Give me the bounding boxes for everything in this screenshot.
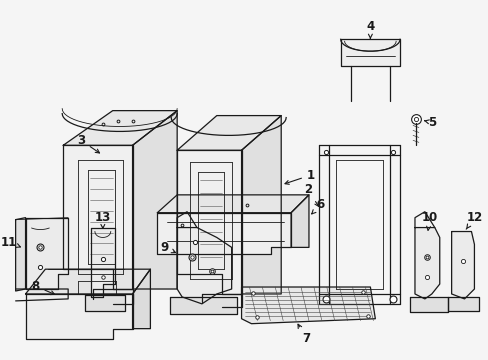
Text: 3: 3 [77, 134, 100, 153]
Text: 12: 12 [465, 211, 482, 229]
Polygon shape [63, 111, 177, 145]
Polygon shape [85, 295, 124, 311]
Polygon shape [170, 297, 236, 314]
Text: 10: 10 [421, 211, 437, 230]
Text: 8: 8 [31, 279, 55, 294]
Polygon shape [25, 269, 150, 294]
Text: 2: 2 [303, 183, 318, 206]
Text: 9: 9 [160, 241, 175, 254]
Polygon shape [16, 218, 25, 291]
Polygon shape [25, 218, 68, 289]
Polygon shape [177, 228, 231, 304]
Text: 11: 11 [0, 236, 20, 249]
Polygon shape [241, 287, 375, 324]
Polygon shape [290, 195, 308, 247]
Polygon shape [177, 116, 281, 150]
Polygon shape [451, 231, 473, 299]
Polygon shape [241, 116, 281, 294]
Polygon shape [157, 195, 308, 213]
Text: 1: 1 [285, 168, 314, 184]
Text: 6: 6 [311, 198, 325, 214]
Polygon shape [132, 111, 177, 289]
Polygon shape [414, 228, 439, 299]
Polygon shape [25, 294, 132, 338]
Polygon shape [409, 297, 447, 312]
Text: 4: 4 [366, 20, 374, 39]
Polygon shape [157, 213, 290, 254]
Polygon shape [63, 145, 132, 289]
Text: 7: 7 [297, 324, 309, 345]
Polygon shape [132, 269, 150, 329]
Polygon shape [447, 297, 478, 311]
Polygon shape [91, 228, 115, 297]
Polygon shape [340, 39, 399, 66]
Text: 13: 13 [95, 211, 111, 228]
Polygon shape [177, 150, 241, 294]
Text: 5: 5 [424, 116, 435, 129]
